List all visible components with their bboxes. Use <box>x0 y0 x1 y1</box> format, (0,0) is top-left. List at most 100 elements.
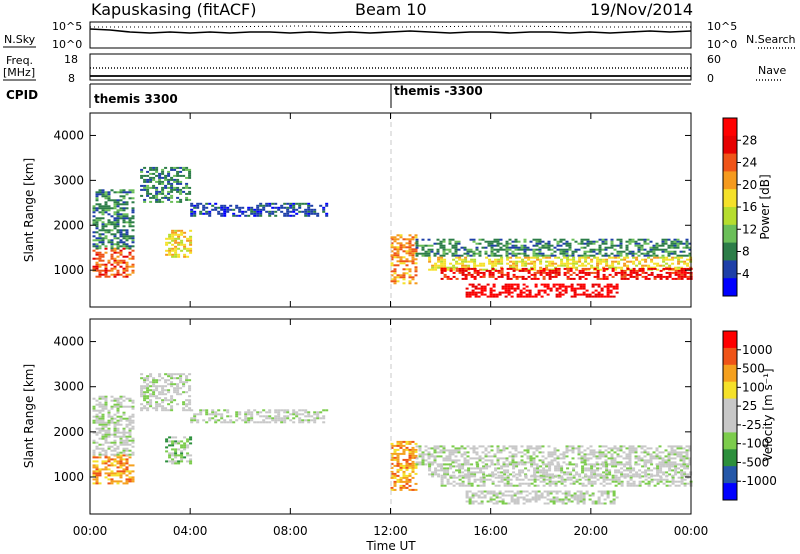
power-echo-cell <box>572 264 576 267</box>
velocity-echo-cell <box>560 478 564 481</box>
velocity-echo-cell <box>408 452 412 455</box>
power-echo-cell <box>167 178 171 181</box>
power-echo-cell <box>563 264 567 267</box>
power-echo-cell <box>523 252 527 255</box>
power-echo-cell <box>467 273 471 276</box>
velocity-echo-cell <box>595 457 599 460</box>
power-echo-cell <box>586 242 590 245</box>
power-echo-cell <box>440 264 444 267</box>
power-echo-cell <box>274 210 278 213</box>
power-echo-cell <box>598 252 602 255</box>
power-echo-cell <box>507 283 511 286</box>
power-echo-cell <box>493 240 497 243</box>
velocity-echo-cell <box>122 405 126 408</box>
power-echo-cell <box>226 206 230 209</box>
velocity-echo-cell <box>390 452 394 455</box>
velocity-echo-cell <box>545 465 549 468</box>
power-echo-cell <box>396 250 400 253</box>
velocity-echo-cell <box>599 473 603 476</box>
power-echo-cell <box>146 178 150 181</box>
power-echo-region-6 <box>415 238 692 257</box>
power-echo-cell <box>685 254 689 257</box>
power-echo-cell <box>161 170 165 173</box>
velocity-echo-cell <box>673 445 677 448</box>
power-echo-cell <box>183 255 187 258</box>
velocity-echo-cell <box>405 486 409 489</box>
power-echo-cell <box>611 269 615 272</box>
velocity-echo-cell <box>143 381 147 384</box>
power-echo-cell <box>177 233 181 236</box>
velocity-echo-cell <box>542 484 546 487</box>
power-echo-cell <box>572 271 576 274</box>
power-echo-cell <box>455 256 459 259</box>
velocity-echo-cell <box>617 480 621 483</box>
power-echo-cell <box>490 254 494 257</box>
velocity-echo-cell <box>390 486 394 489</box>
power-echo-cell <box>98 275 102 278</box>
velocity-echo-cell <box>116 456 120 459</box>
power-echo-cell <box>626 264 630 267</box>
power-echo-cell <box>571 238 575 241</box>
velocity-echo-cell <box>122 433 126 436</box>
velocity-echo-cell <box>473 480 477 483</box>
velocity-echo-cell <box>122 449 126 452</box>
power-echo-cell <box>122 247 126 250</box>
power-echo-cell <box>113 257 117 260</box>
velocity-echo-cell <box>623 473 627 476</box>
power-echo-cell <box>116 215 120 218</box>
power-echo-cell <box>530 262 534 265</box>
velocity-echo-cell <box>581 465 585 468</box>
velocity-echo-cell <box>607 447 611 450</box>
velocity-echo-cell <box>571 449 575 452</box>
power-echo-cell <box>95 197 99 200</box>
velocity-echo-cell <box>101 447 105 450</box>
velocity-echo-cell <box>182 373 186 376</box>
power-echo-cell <box>113 259 117 262</box>
velocity-echo-cell <box>325 409 329 412</box>
power-echo-cell <box>538 242 542 245</box>
velocity-echo-cell <box>128 464 132 467</box>
velocity-echo-cell <box>433 455 437 458</box>
velocity-echo-cell <box>101 429 105 432</box>
velocity-echo-cell <box>677 471 681 474</box>
velocity-echo-cell <box>565 449 569 452</box>
velocity-echo-cell <box>180 452 184 455</box>
power-echo-cell <box>408 254 412 257</box>
velocity-echo-cell <box>268 415 272 418</box>
velocity-echo-cell <box>558 490 562 493</box>
power-echo-cell <box>619 240 623 243</box>
velocity-echo-cell <box>474 500 478 503</box>
power-echo-cell <box>128 219 132 222</box>
velocity-echo-cell <box>125 462 129 465</box>
power-echo-cell <box>524 277 528 280</box>
velocity-echo-cell <box>586 459 590 462</box>
velocity-echo-cell <box>259 421 263 424</box>
velocity-echo-cell <box>617 469 621 472</box>
cpid-label: CPID <box>6 88 38 102</box>
velocity-echo-cell <box>414 442 418 445</box>
power-echo-cell <box>101 227 105 230</box>
velocity-echo-cell <box>527 482 531 485</box>
velocity-ylabel: Slant Range [km] <box>22 364 36 468</box>
power-echo-cell <box>125 261 129 264</box>
velocity-echo-cell <box>125 431 129 434</box>
power-echo-cell <box>674 256 678 259</box>
power-echo-region-3 <box>165 229 193 258</box>
velocity-echo-cell <box>182 391 186 394</box>
velocity-echo-cell <box>131 415 135 418</box>
power-echo-cell <box>122 261 126 264</box>
power-echo-cell <box>483 293 487 296</box>
velocity-echo-cell <box>605 478 609 481</box>
velocity-echo-cell <box>562 455 566 458</box>
velocity-echo-cell <box>122 411 126 414</box>
power-echo-cell <box>677 269 681 272</box>
velocity-echo-cell <box>537 498 541 501</box>
power-echo-cell <box>152 178 156 181</box>
power-echo-cell <box>189 243 193 246</box>
power-echo-cell <box>653 266 657 269</box>
power-echo-cell <box>537 291 541 294</box>
power-echo-cell <box>638 267 642 270</box>
velocity-echo-cell <box>480 502 484 505</box>
velocity-echo-cell <box>614 465 618 468</box>
velocity-echo-cell <box>541 461 545 464</box>
